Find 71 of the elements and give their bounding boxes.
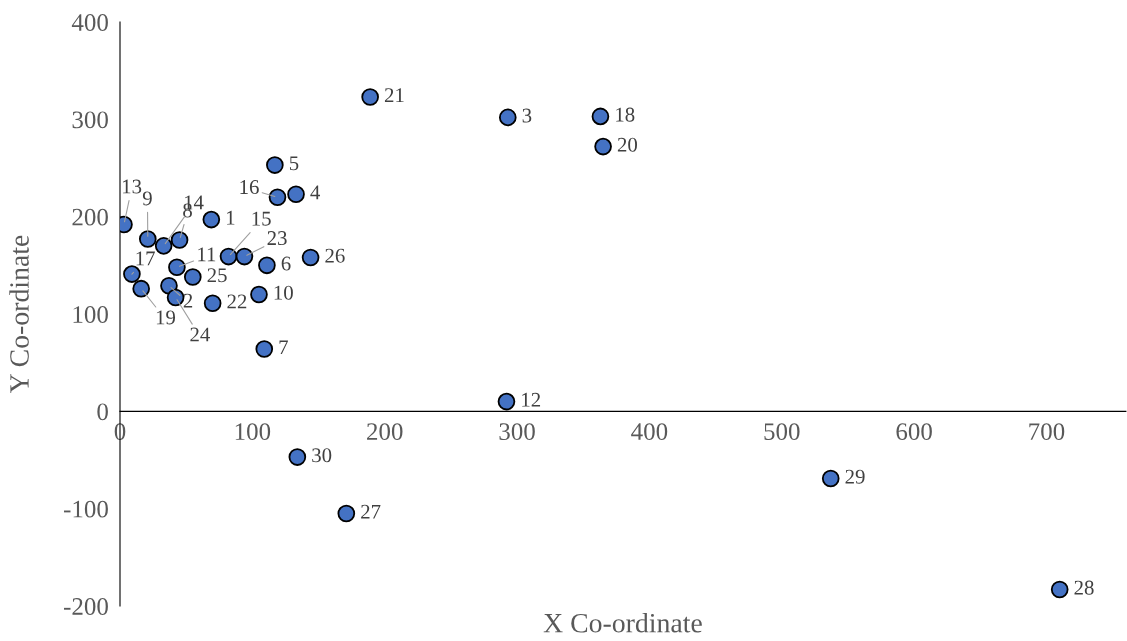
annotation: 4 (310, 185, 321, 200)
y-axis-title: Y Co-ordinate (9, 235, 29, 394)
annotation: 13 (123, 179, 142, 194)
point (497, 392, 516, 411)
annotation: 27 (361, 504, 381, 519)
y-tick-label: -100 (63, 500, 108, 518)
point (138, 230, 157, 248)
annotation: 10 (274, 285, 293, 300)
annotation: 7 (279, 340, 288, 355)
annotation: 18 (616, 107, 635, 122)
point (219, 247, 238, 266)
x-tick-label: 400 (631, 423, 668, 441)
annotation: 17 (136, 251, 155, 266)
y-tick-label: -200 (63, 598, 108, 615)
point (203, 294, 222, 313)
point (168, 258, 186, 277)
annotation: 19 (156, 310, 176, 325)
point (287, 185, 305, 204)
annotation: 11 (198, 247, 216, 262)
annotation: 9 (142, 191, 152, 206)
x-axis-title: X Co-ordinate (543, 613, 702, 633)
point (258, 256, 276, 275)
y-tick-label: 300 (72, 111, 108, 129)
annotation: 23 (267, 231, 287, 246)
annotation: 28 (1074, 580, 1094, 595)
y-tick-label: 400 (71, 14, 108, 31)
annotation: 12 (522, 392, 541, 407)
annotation: 25 (207, 268, 227, 283)
annotation: 21 (384, 88, 404, 102)
point (821, 469, 840, 488)
x-tick-label: 500 (764, 423, 800, 441)
point (123, 265, 141, 283)
point (132, 279, 150, 298)
y-tick-label: 0 (97, 403, 108, 421)
x-tick-label: 700 (1029, 423, 1065, 441)
point (154, 237, 173, 255)
point (170, 231, 189, 249)
annotation: 26 (325, 248, 345, 263)
annotation: 5 (289, 156, 299, 171)
point (361, 88, 379, 106)
point (183, 268, 202, 286)
annotation: 3 (522, 108, 532, 123)
annotation: 29 (845, 469, 865, 484)
point (594, 137, 612, 156)
point (1050, 580, 1069, 599)
point (250, 285, 268, 304)
x-tick-label: 300 (499, 423, 535, 441)
point (235, 247, 254, 266)
annotation: 20 (617, 137, 638, 152)
point (591, 107, 610, 126)
y-tick-label: 100 (73, 306, 108, 323)
x-tick-label: 200 (367, 423, 403, 441)
annotation: 30 (312, 448, 332, 463)
point (288, 448, 307, 466)
point (266, 156, 284, 174)
point (337, 504, 356, 523)
point (255, 340, 274, 358)
annotation: 16 (240, 180, 259, 195)
point (202, 210, 221, 229)
point (301, 248, 320, 267)
annotation: 22 (227, 294, 247, 309)
annotation: 1 (227, 210, 235, 225)
x-tick-label: 600 (896, 423, 932, 441)
point (498, 108, 517, 127)
annotation: 6 (281, 256, 291, 271)
annotation: 24 (190, 327, 210, 342)
y-tick-label: 200 (72, 208, 108, 226)
annotation: 2 (183, 293, 193, 308)
x-tick-label: 100 (235, 423, 271, 441)
point (268, 188, 287, 207)
annotation: 15 (252, 211, 271, 226)
